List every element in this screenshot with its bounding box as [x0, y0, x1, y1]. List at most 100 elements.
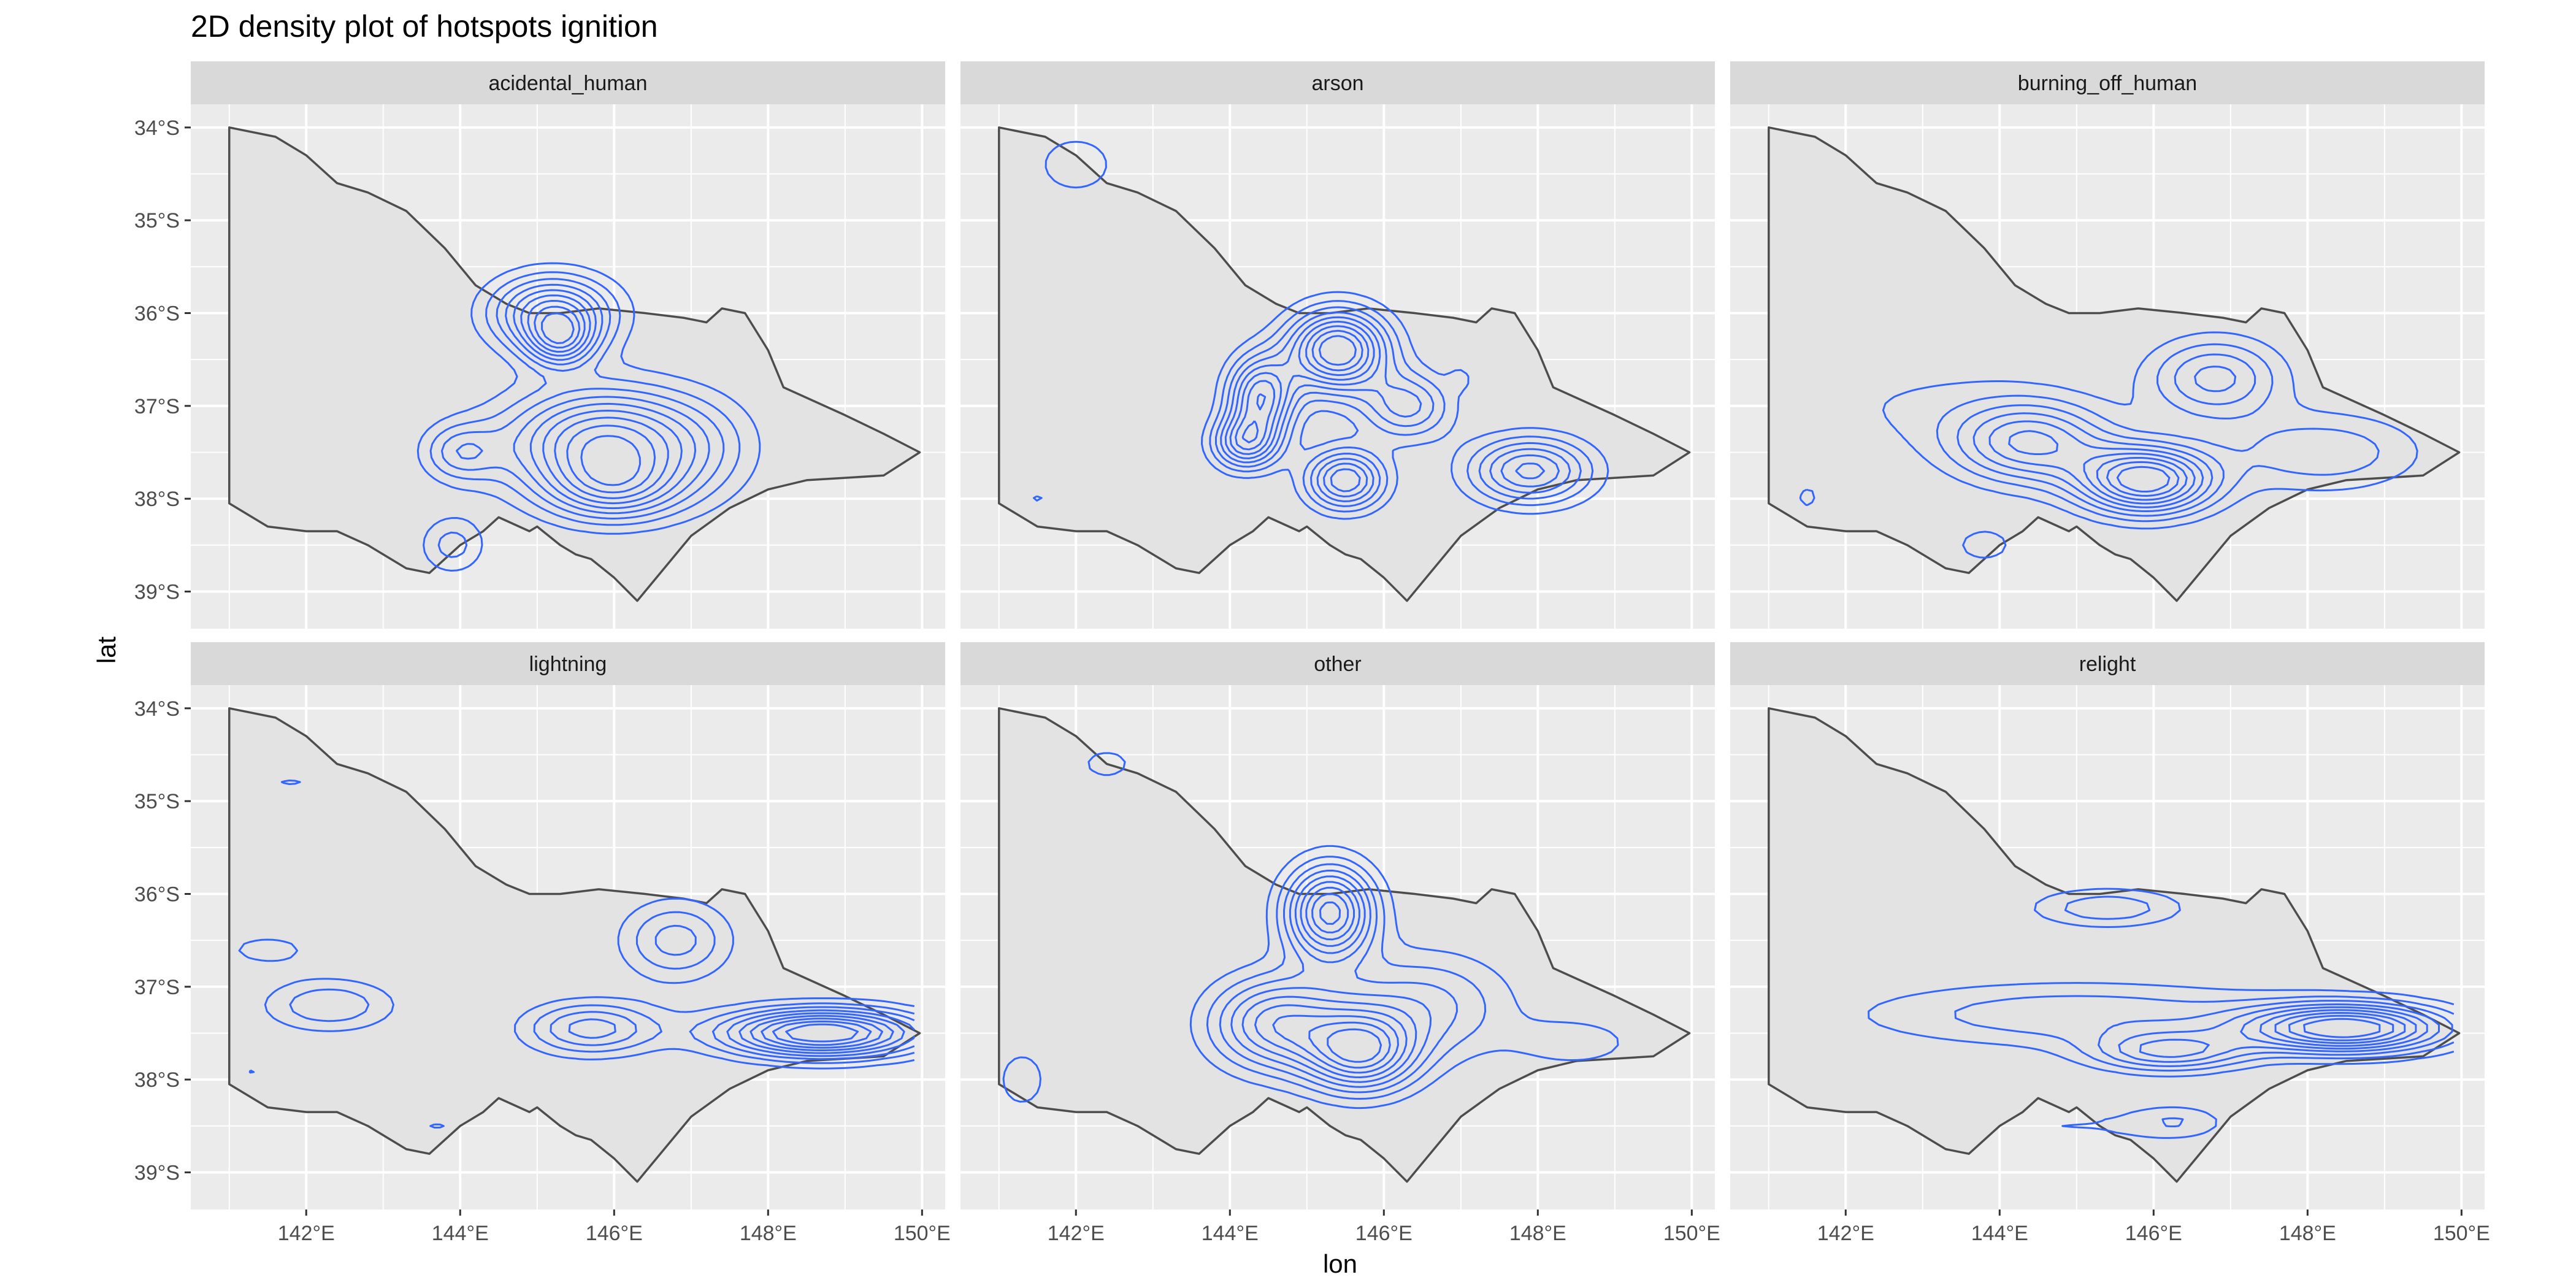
y-tick-label: 35°S — [134, 209, 180, 232]
facet-panel-acidental_human: acidental_human — [191, 61, 945, 629]
density-contour-line — [2288, 1014, 2394, 1041]
density-contour-line — [541, 312, 575, 344]
density-contour-line — [2098, 1000, 2453, 1067]
density-contour-line — [429, 271, 741, 526]
facet-strip-label: burning_off_human — [2018, 72, 2197, 95]
density-contour-line — [1219, 863, 1458, 1094]
density-contour-line — [1294, 875, 1366, 954]
facet-strip — [1730, 642, 2485, 685]
density-contour-line — [534, 305, 581, 349]
y-tick-label: 38°S — [134, 1068, 180, 1092]
density-contour-line — [749, 1014, 894, 1051]
state-outline — [998, 707, 1691, 1183]
density-contour-line — [1316, 458, 1374, 502]
density-contour-line — [529, 402, 697, 510]
density-contour-line — [505, 283, 604, 366]
density-contour-line — [1311, 893, 1349, 933]
density-contours — [416, 262, 761, 572]
density-contour-line — [1318, 335, 1357, 366]
density-contour-line — [520, 294, 591, 357]
y-tick-label: 38°S — [134, 488, 180, 511]
facet-panel-other: other — [960, 642, 1715, 1209]
density-contour-line — [280, 780, 301, 785]
density-contour-line — [1256, 393, 1267, 411]
density-contour-line — [772, 1021, 872, 1046]
density-contour-line — [550, 1011, 637, 1046]
density-contour-line — [1215, 306, 1435, 468]
density-contour-line — [1972, 412, 2214, 512]
density-contour-line — [1954, 995, 2455, 1072]
y-tick-label: 34°S — [134, 697, 180, 721]
density-contour-line — [2194, 366, 2237, 393]
density-contour-line — [429, 1123, 445, 1129]
facet-strip — [191, 61, 945, 104]
density-contour-line — [1311, 329, 1363, 372]
density-contour-line — [437, 531, 468, 558]
density-contour-line — [1451, 427, 1609, 515]
density-contour-line — [654, 924, 697, 956]
x-tick-label: 146°E — [2125, 1222, 2182, 1245]
y-tick-label: 39°S — [134, 1161, 180, 1184]
density-contour-line — [1936, 394, 2380, 523]
density-contour-line — [580, 435, 641, 486]
density-contour-line — [2008, 430, 2059, 455]
density-contour-line — [1241, 420, 1259, 443]
density-contour-line — [2096, 457, 2188, 501]
density-contour-line — [2139, 1038, 2210, 1058]
x-tick-label: 150°E — [2433, 1222, 2490, 1245]
density-contour-line — [441, 388, 725, 519]
y-axis-title: lat — [92, 636, 121, 664]
state-outline — [1768, 126, 2461, 602]
y-axis: 34°S 35°S 36°S 37°S 38°S 39°S 34°S 35°S 36°S 37°S… — [134, 117, 191, 1184]
density-contour-line — [1882, 331, 2418, 530]
density-contour-line — [1289, 869, 1371, 964]
facet-panel-relight: relight — [1730, 642, 2485, 1209]
x-tick-label: 148°E — [740, 1222, 797, 1245]
density-contour-line — [711, 1006, 915, 1060]
density-contour-line — [289, 988, 370, 1022]
density-contour-line — [456, 443, 483, 460]
facet-panel-arson: arson — [960, 61, 1715, 629]
x-tick-label: 142°E — [278, 1222, 335, 1245]
density-contour-line — [1799, 488, 1815, 506]
facet-strip-label: arson — [1311, 72, 1363, 95]
density-contour-line — [1033, 495, 1043, 502]
density-contour-line — [1988, 420, 2204, 508]
facet-strip-label: acidental_human — [489, 72, 648, 95]
facet-strip — [960, 61, 1715, 104]
density-contour-line — [1515, 462, 1546, 480]
density-contour-line — [738, 1012, 905, 1054]
density-contour-line — [1500, 454, 1560, 488]
facet-panels: acidental_human arson burning_off_humanlig… — [191, 61, 2485, 1209]
density-contour-line — [1220, 311, 1422, 464]
density-contour-line — [566, 424, 656, 494]
facet-strip-label: lightning — [529, 653, 607, 676]
density-contour-line — [1224, 316, 1381, 459]
density-contour-line — [1045, 140, 1107, 189]
density-contour-line — [2106, 461, 2180, 497]
facet-strip-label: other — [1314, 653, 1362, 676]
x-tick-label: 142°E — [1048, 1222, 1105, 1245]
density-contour-line — [1241, 995, 1417, 1083]
density-contour-line — [423, 517, 483, 572]
density-contour-line — [785, 1023, 859, 1043]
y-tick-label: 34°S — [134, 117, 180, 140]
y-tick-label: 36°S — [134, 302, 180, 325]
density-contour-line — [1466, 435, 1594, 507]
density-contour-line — [1002, 1056, 1041, 1103]
x-tick-label: 144°E — [1971, 1222, 2028, 1245]
density-contour-line — [248, 1069, 255, 1074]
x-tick-label: 148°E — [2279, 1222, 2336, 1245]
density-contour-line — [1087, 752, 1126, 776]
density-contour-line — [2274, 1012, 2406, 1045]
x-axis: 142°E 144°E 146°E 148°E 150°E 142°E 144°E 146°E… — [278, 1209, 2490, 1245]
density-contour-line — [533, 1004, 662, 1053]
density-contour-line — [1189, 845, 1619, 1110]
y-tick-label: 37°S — [134, 395, 180, 418]
density-contour-line — [542, 410, 683, 505]
density-contour-line — [1229, 372, 1282, 455]
density-contour-line — [2118, 1003, 2440, 1063]
density-contour-line — [1962, 531, 2007, 559]
density-contour-line — [1272, 1014, 1399, 1074]
facet-panel-burning_off_human: burning_off_human — [1730, 61, 2485, 629]
